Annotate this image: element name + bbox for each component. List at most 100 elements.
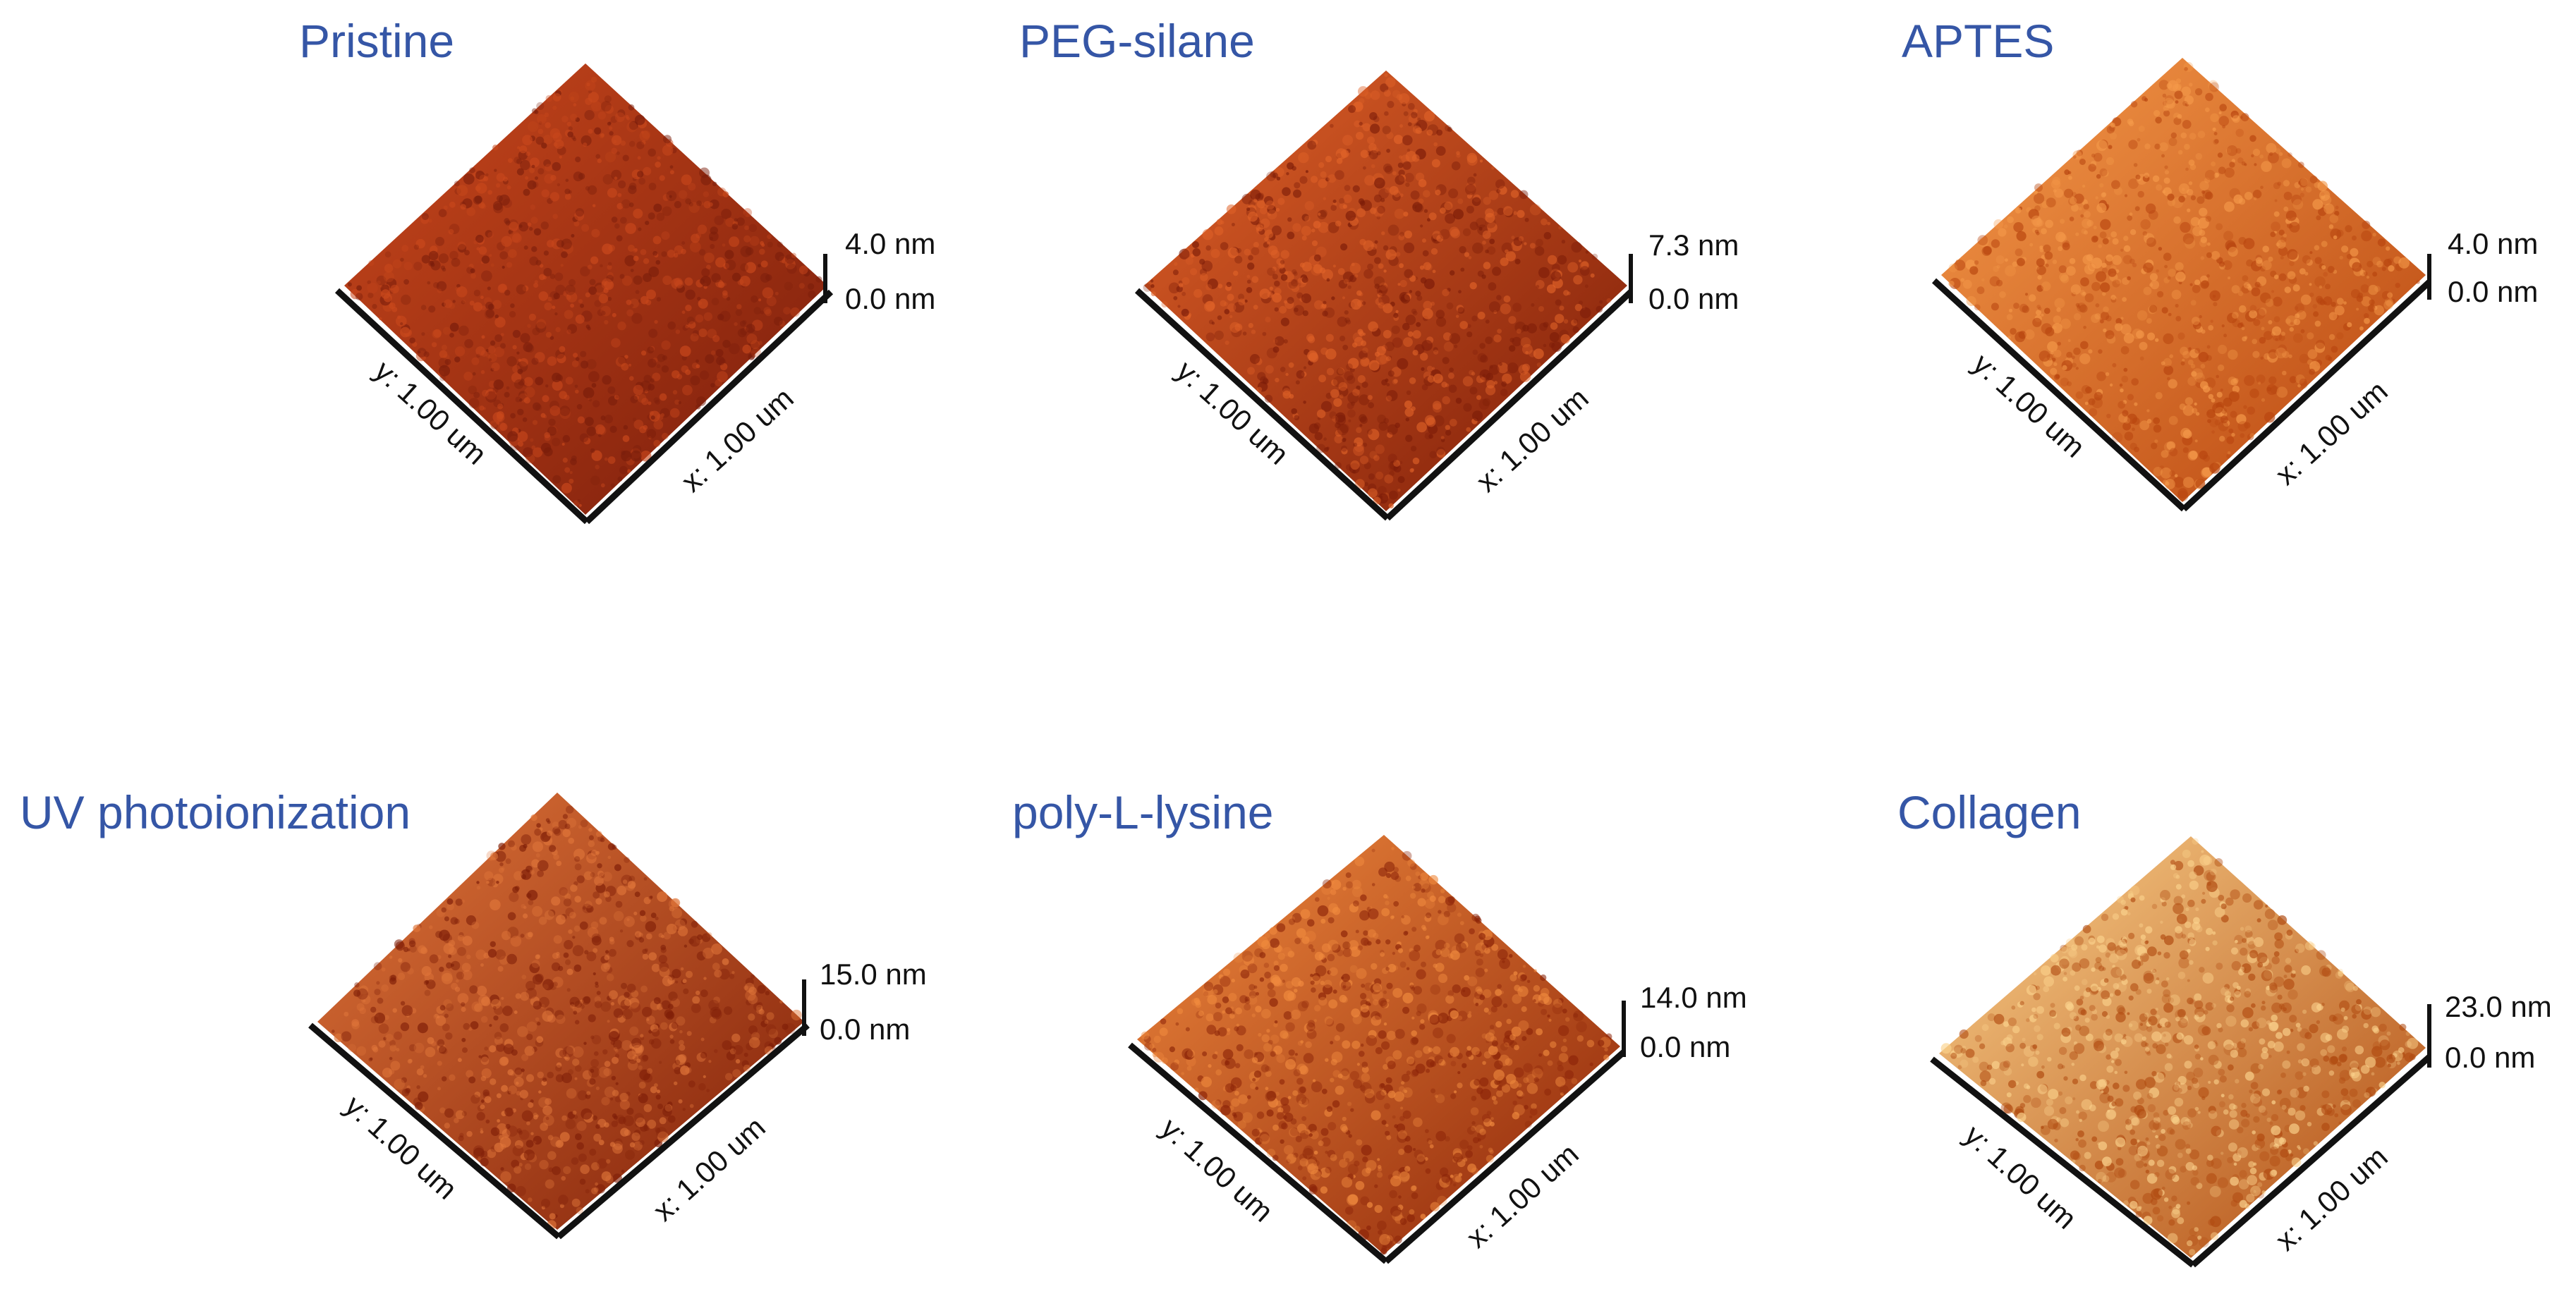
surface-grain bbox=[2227, 312, 2237, 324]
surface-grain bbox=[2304, 271, 2309, 276]
surface-grain bbox=[1330, 879, 1342, 890]
surface-grain bbox=[1402, 1110, 1411, 1119]
surface-grain bbox=[1214, 330, 1224, 341]
surface-grain bbox=[1406, 967, 1410, 970]
surface-grain bbox=[2163, 1110, 2169, 1116]
surface-grain bbox=[2168, 312, 2172, 317]
surface-grain bbox=[1366, 998, 1370, 1002]
surface-grain bbox=[1531, 1068, 1543, 1080]
surface-grain bbox=[438, 1046, 446, 1054]
surface-grain bbox=[344, 1011, 349, 1017]
surface-grain bbox=[1325, 1150, 1328, 1154]
surface-grain bbox=[463, 173, 475, 185]
surface-grain bbox=[494, 1006, 504, 1015]
surface-grain bbox=[1320, 918, 1326, 924]
surface-grain bbox=[1491, 166, 1495, 170]
surface-grain bbox=[658, 933, 663, 938]
surface-grain bbox=[2003, 1061, 2011, 1068]
surface-grain bbox=[567, 131, 573, 138]
surface-grain bbox=[1191, 998, 1199, 1006]
surface-grain bbox=[1373, 496, 1381, 505]
surface-grain bbox=[640, 249, 647, 255]
surface-grain bbox=[1477, 270, 1484, 277]
surface-grain bbox=[2093, 226, 2097, 230]
surface-grain bbox=[1977, 235, 1988, 246]
surface-grain bbox=[646, 1018, 650, 1021]
surface-grain bbox=[545, 331, 552, 338]
surface-texture bbox=[1141, 847, 1612, 1255]
surface-grain bbox=[1460, 267, 1465, 272]
surface-grain bbox=[2106, 1065, 2114, 1073]
surface-grain bbox=[1974, 260, 1979, 265]
surface-grain bbox=[578, 299, 583, 304]
surface-grain bbox=[561, 238, 572, 250]
surface-grain bbox=[681, 174, 692, 185]
surface-grain bbox=[1364, 175, 1375, 186]
surface-grain bbox=[1974, 1034, 1982, 1042]
surface-grain bbox=[708, 999, 719, 1011]
surface-grain bbox=[2153, 424, 2162, 433]
surface-grain bbox=[540, 264, 544, 268]
surface-grain bbox=[1371, 243, 1378, 250]
surface-grain bbox=[1348, 358, 1359, 369]
surface-grain bbox=[2096, 935, 2105, 943]
surface-grain bbox=[1354, 274, 1359, 278]
surface-grain bbox=[502, 1006, 513, 1016]
surface-grain bbox=[612, 312, 616, 317]
surface-grain bbox=[1469, 221, 1478, 231]
surface-grain bbox=[2175, 83, 2182, 90]
surface-grain bbox=[688, 202, 700, 213]
surface-grain bbox=[642, 948, 648, 954]
surface-grain bbox=[1270, 938, 1280, 948]
surface-grain bbox=[1409, 863, 1417, 870]
surface-grain bbox=[1308, 1184, 1317, 1192]
surface-grain bbox=[2122, 297, 2127, 302]
surface-grain bbox=[557, 353, 566, 364]
surface-grain bbox=[1367, 429, 1373, 435]
surface-grain bbox=[1375, 1090, 1385, 1101]
surface-grain bbox=[552, 982, 558, 987]
surface-grain bbox=[2185, 167, 2189, 171]
surface-grain bbox=[2228, 349, 2238, 360]
surface-grain bbox=[1402, 102, 1407, 106]
surface-top-face bbox=[1137, 835, 1620, 1254]
surface-grain bbox=[1484, 948, 1490, 954]
surface-grain bbox=[588, 1014, 596, 1022]
surface-grain bbox=[610, 483, 615, 488]
surface-grain bbox=[480, 369, 485, 374]
surface-grain bbox=[2036, 310, 2041, 316]
surface-grain bbox=[2284, 965, 2292, 973]
surface-grain bbox=[595, 465, 600, 470]
surface-grain bbox=[2250, 1185, 2261, 1197]
surface-grain bbox=[2110, 295, 2116, 300]
surface-grain bbox=[657, 156, 661, 160]
surface-grain bbox=[1392, 90, 1401, 98]
surface-grain bbox=[588, 828, 593, 832]
surface-grain bbox=[416, 1085, 420, 1089]
surface-grain bbox=[685, 289, 695, 300]
surface-grain bbox=[533, 283, 539, 288]
surface-grain bbox=[539, 827, 543, 831]
surface-grain bbox=[1331, 1051, 1343, 1063]
surface-grain bbox=[356, 1046, 367, 1056]
surface-grain bbox=[742, 344, 751, 354]
surface-grain bbox=[1521, 363, 1531, 372]
surface-grain bbox=[2034, 193, 2045, 204]
surface-grain bbox=[685, 305, 692, 312]
surface-grain bbox=[2256, 1145, 2261, 1149]
surface-grain bbox=[506, 953, 517, 965]
surface-grain bbox=[602, 1049, 608, 1055]
surface-grain bbox=[1382, 126, 1391, 135]
surface-grain bbox=[2173, 216, 2181, 224]
surface-grain bbox=[2123, 245, 2131, 252]
surface-grain bbox=[1327, 970, 1332, 975]
surface-grain bbox=[758, 264, 761, 268]
surface-grain bbox=[2132, 417, 2140, 425]
surface-grain bbox=[408, 938, 415, 945]
surface-grain bbox=[1293, 305, 1304, 316]
surface-grain bbox=[2328, 312, 2338, 321]
surface-grain bbox=[2235, 148, 2242, 154]
surface-grain bbox=[1383, 417, 1390, 424]
surface-grain bbox=[1321, 1137, 1331, 1147]
surface-grain bbox=[634, 891, 640, 898]
